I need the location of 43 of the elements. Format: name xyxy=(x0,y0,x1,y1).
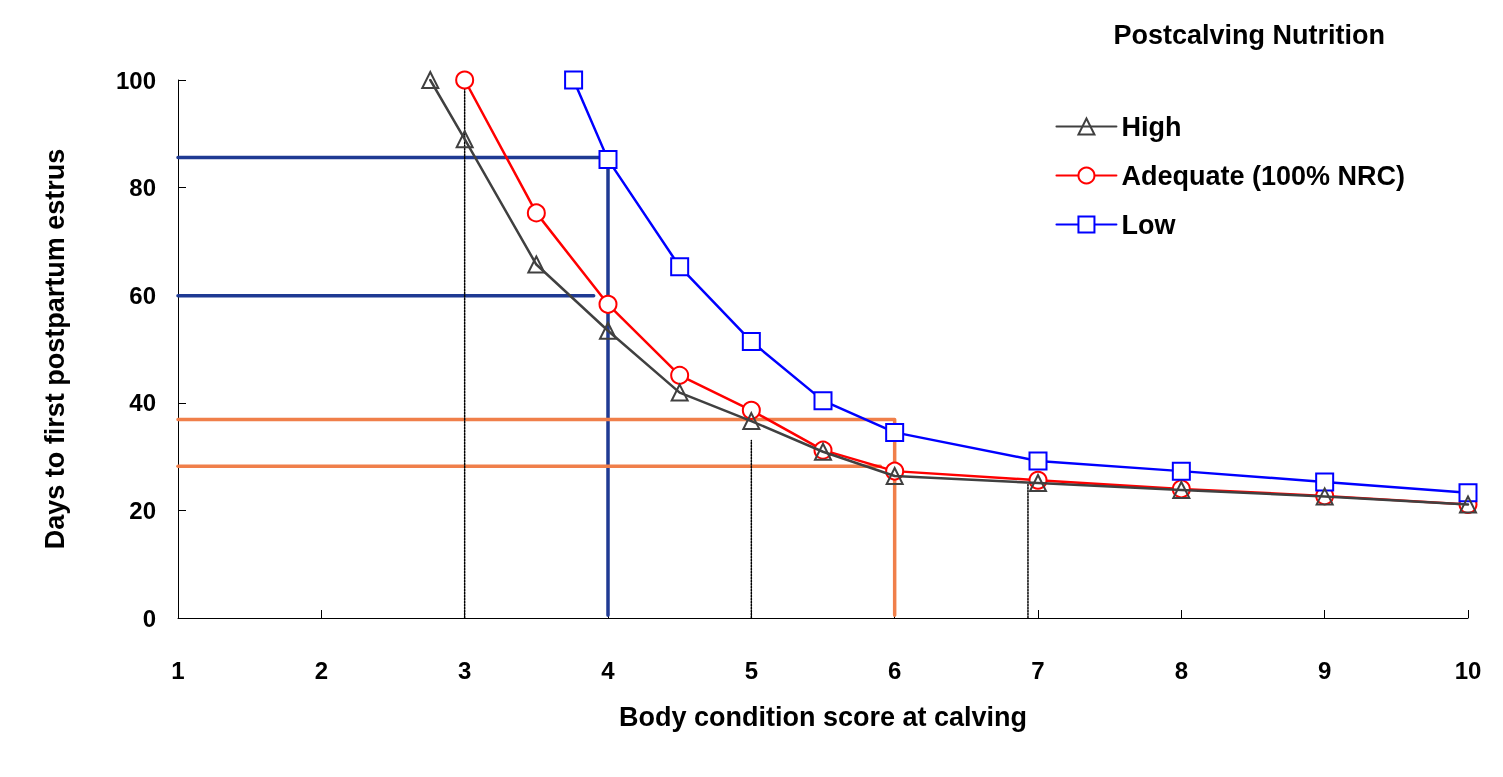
x-tick-label: 3 xyxy=(457,656,472,684)
legend-label: Low xyxy=(1121,209,1177,240)
y-axis-title: Days to first postpartum estrus xyxy=(39,148,70,550)
y-tick-label: 80 xyxy=(129,174,156,202)
point xyxy=(670,257,690,277)
point xyxy=(885,422,905,442)
point xyxy=(670,383,689,402)
point xyxy=(885,466,904,485)
x-tick-label: 10 xyxy=(1454,656,1482,684)
point xyxy=(741,331,761,351)
point xyxy=(1028,451,1048,471)
point xyxy=(1315,472,1335,492)
point xyxy=(1171,461,1191,481)
point xyxy=(421,71,440,89)
y-tick-label: 40 xyxy=(129,389,156,417)
y-tick-label: 60 xyxy=(129,281,156,309)
point xyxy=(599,321,617,340)
legend-label: High xyxy=(1121,111,1182,142)
point xyxy=(598,150,618,170)
y-tick-label: 100 xyxy=(115,66,156,94)
point xyxy=(1458,483,1478,503)
point xyxy=(564,70,584,90)
x-tick-label: 5 xyxy=(744,656,759,684)
point xyxy=(813,391,833,411)
point xyxy=(455,70,475,90)
x-tick-label: 1 xyxy=(171,656,185,684)
x-tick-label: 9 xyxy=(1317,656,1332,684)
x-tick-label: 6 xyxy=(887,656,902,684)
x-tick-label: 8 xyxy=(1174,656,1189,684)
y-tick-label: 20 xyxy=(129,496,156,524)
legend-title: Postcalving Nutrition xyxy=(1113,19,1386,50)
legend-label: Adequate (100% NRC) xyxy=(1121,160,1406,191)
y-tick-label: 0 xyxy=(142,604,156,632)
point xyxy=(526,203,546,223)
x-tick-label: 2 xyxy=(314,656,329,684)
x-axis-title: Body condition score at calving xyxy=(618,701,1028,732)
point xyxy=(742,412,761,431)
point xyxy=(670,365,690,385)
x-tick-label: 4 xyxy=(601,656,616,684)
x-tick-label: 7 xyxy=(1031,656,1045,684)
point xyxy=(527,255,546,274)
point xyxy=(598,294,618,314)
point xyxy=(455,130,474,149)
